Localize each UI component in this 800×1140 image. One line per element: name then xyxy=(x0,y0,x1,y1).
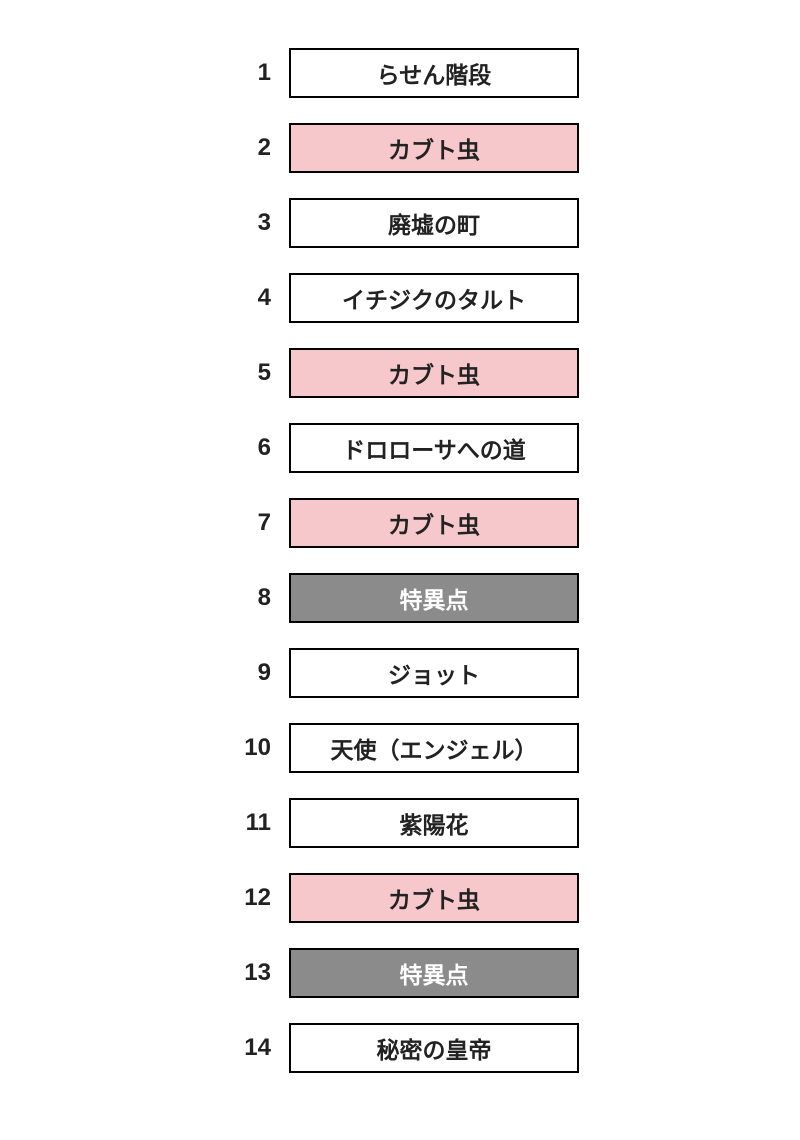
row-box: 廃墟の町 xyxy=(289,198,579,248)
row-box: イチジクのタルト xyxy=(289,273,579,323)
row-box: 特異点 xyxy=(289,948,579,998)
row-number: 7 xyxy=(221,509,271,537)
row-number: 12 xyxy=(221,884,271,912)
row-number: 11 xyxy=(221,809,271,837)
row-number: 13 xyxy=(221,959,271,987)
list-item: 4 イチジクのタルト xyxy=(221,273,579,323)
numbered-list: 1 らせん階段 2 カブト虫 3 廃墟の町 4 イチジクのタルト 5 カブト虫 … xyxy=(0,48,800,1073)
list-item: 12 カブト虫 xyxy=(221,873,579,923)
row-box: 特異点 xyxy=(289,573,579,623)
row-number: 1 xyxy=(221,59,271,87)
list-item: 3 廃墟の町 xyxy=(221,198,579,248)
row-box: 天使（エンジェル） xyxy=(289,723,579,773)
row-number: 6 xyxy=(221,434,271,462)
row-number: 8 xyxy=(221,584,271,612)
row-number: 9 xyxy=(221,659,271,687)
row-number: 10 xyxy=(221,734,271,762)
list-item: 5 カブト虫 xyxy=(221,348,579,398)
list-item: 1 らせん階段 xyxy=(221,48,579,98)
list-item: 11 紫陽花 xyxy=(221,798,579,848)
row-number: 2 xyxy=(221,134,271,162)
row-box: 秘密の皇帝 xyxy=(289,1023,579,1073)
row-box: カブト虫 xyxy=(289,873,579,923)
row-number: 3 xyxy=(221,209,271,237)
row-box: らせん階段 xyxy=(289,48,579,98)
list-item: 10 天使（エンジェル） xyxy=(221,723,579,773)
row-box: カブト虫 xyxy=(289,498,579,548)
row-number: 4 xyxy=(221,284,271,312)
row-box: ドロローサへの道 xyxy=(289,423,579,473)
row-number: 14 xyxy=(221,1034,271,1062)
row-box: ジョット xyxy=(289,648,579,698)
list-item: 6 ドロローサへの道 xyxy=(221,423,579,473)
list-item: 13 特異点 xyxy=(221,948,579,998)
row-box: 紫陽花 xyxy=(289,798,579,848)
list-item: 14 秘密の皇帝 xyxy=(221,1023,579,1073)
list-item: 7 カブト虫 xyxy=(221,498,579,548)
row-box: カブト虫 xyxy=(289,348,579,398)
list-item: 8 特異点 xyxy=(221,573,579,623)
list-item: 2 カブト虫 xyxy=(221,123,579,173)
row-number: 5 xyxy=(221,359,271,387)
row-box: カブト虫 xyxy=(289,123,579,173)
list-item: 9 ジョット xyxy=(221,648,579,698)
